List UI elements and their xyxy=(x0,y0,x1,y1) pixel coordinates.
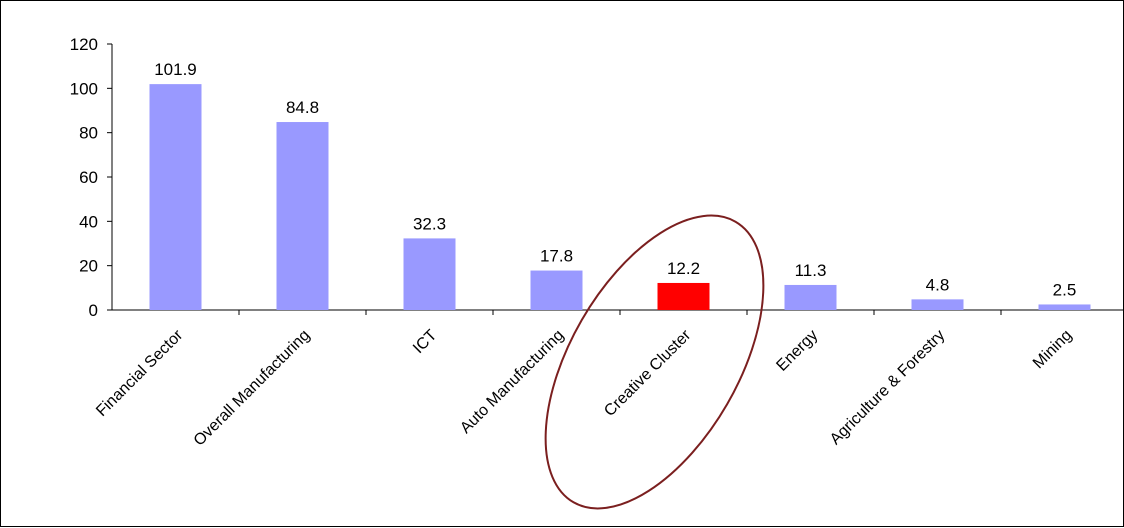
highlight-ellipse xyxy=(544,214,765,510)
y-tick-label: 120 xyxy=(70,35,98,54)
bar-ict xyxy=(403,238,456,310)
bar-creative-cluster xyxy=(657,282,710,310)
x-tick-label: Mining xyxy=(1030,327,1075,372)
bar-agriculture-forestry xyxy=(911,299,964,310)
x-tick-label: ICT xyxy=(410,327,440,357)
y-tick-label: 80 xyxy=(79,124,98,143)
bar-energy xyxy=(784,284,837,310)
data-label: 32.3 xyxy=(413,214,446,233)
x-tick-label: Creative Cluster xyxy=(601,326,695,420)
y-tick-label: 0 xyxy=(89,301,98,320)
y-tick-label: 100 xyxy=(70,79,98,98)
bar-financial-sector xyxy=(149,84,202,310)
x-tick-label: Overall Manufacturing xyxy=(191,327,314,450)
x-tick-label: Energy xyxy=(773,327,821,375)
y-tick-label: 20 xyxy=(79,257,98,276)
data-label: 101.9 xyxy=(154,60,197,79)
x-tick-label: Agriculture & Forestry xyxy=(827,327,948,448)
data-label: 84.8 xyxy=(286,98,319,117)
data-label: 4.8 xyxy=(926,275,950,294)
data-label: 2.5 xyxy=(1053,280,1077,299)
bar-mining xyxy=(1038,304,1091,310)
bar-auto-manufacturing xyxy=(530,270,583,310)
data-label: 12.2 xyxy=(667,259,700,278)
y-tick-label: 40 xyxy=(79,212,98,231)
bar-overall-manufacturing xyxy=(276,122,329,310)
y-tick-label: 60 xyxy=(79,168,98,187)
x-tick-label: Auto Manufacturing xyxy=(457,327,567,437)
data-label: 11.3 xyxy=(795,261,827,280)
x-tick-label: Financial Sector xyxy=(93,326,187,420)
data-label: 17.8 xyxy=(540,247,573,266)
